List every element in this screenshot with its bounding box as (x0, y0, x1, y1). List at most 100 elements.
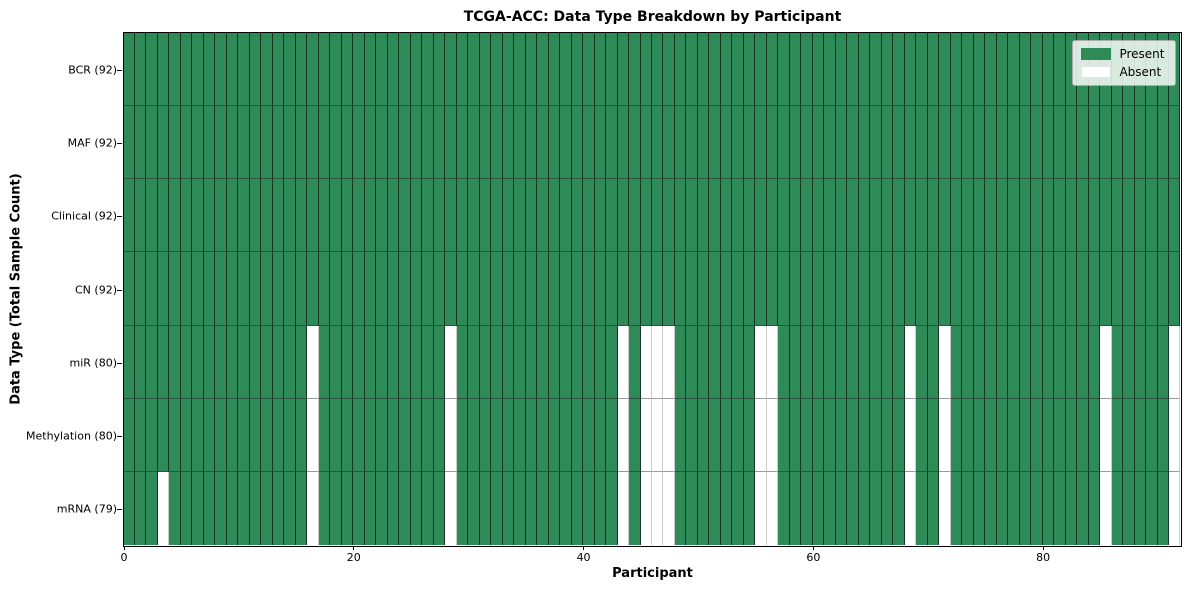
grid-cell (364, 32, 377, 106)
grid-cell (157, 105, 170, 180)
grid-cell (146, 179, 158, 253)
grid-cell (812, 179, 825, 253)
grid-cell (847, 252, 859, 326)
grid-cell (502, 252, 515, 326)
grid-cell (284, 105, 296, 180)
grid-cell (1123, 398, 1135, 473)
grid-cell (525, 105, 538, 180)
grid-cell (134, 252, 147, 326)
grid-cell (1146, 252, 1158, 326)
grid-cell (514, 32, 526, 106)
grid-cell (674, 325, 687, 399)
grid-cell (709, 398, 721, 473)
grid-cell (950, 472, 963, 546)
grid-cell (1077, 252, 1089, 326)
y-tick-label: Clinical (92) (51, 209, 117, 223)
grid-cell (1100, 325, 1112, 399)
grid-cell (858, 472, 871, 546)
grid-cell (755, 472, 767, 546)
grid-cell (353, 179, 365, 253)
grid-cell (410, 105, 423, 180)
grid-cell (904, 398, 917, 473)
y-tick-label: BCR (92) (68, 63, 117, 77)
grid-cell (962, 252, 974, 326)
grid-cell (399, 325, 411, 399)
grid-cell (640, 472, 652, 546)
grid-cell (215, 252, 227, 326)
grid-cell (548, 472, 561, 546)
grid-cell (697, 105, 710, 180)
grid-cell (651, 252, 664, 326)
grid-cell (996, 32, 1009, 106)
grid-cell (583, 32, 595, 106)
grid-cell (743, 398, 756, 473)
grid-cell (789, 325, 802, 399)
grid-cell (904, 179, 917, 253)
grid-cell (261, 398, 273, 473)
grid-cell (720, 325, 733, 399)
grid-cell (238, 472, 250, 546)
grid-cell (835, 325, 848, 399)
grid-cell (157, 252, 170, 326)
grid-row (123, 252, 1181, 326)
grid-cell (560, 398, 572, 473)
grid-cell (812, 325, 825, 399)
grid-cell (1054, 325, 1066, 399)
grid-cell (720, 105, 733, 180)
grid-cell (169, 252, 181, 326)
grid-cell (192, 472, 204, 546)
x-tick-label: 40 (576, 551, 591, 564)
grid-cell (1042, 179, 1055, 253)
plot-area: Present Absent (122, 31, 1182, 547)
grid-cell (157, 472, 170, 546)
grid-cell (479, 325, 492, 399)
grid-cell (479, 252, 492, 326)
grid-cell (445, 105, 457, 180)
grid-cell (272, 32, 285, 106)
grid-cell (697, 179, 710, 253)
grid-cell (1008, 252, 1020, 326)
grid-cell (743, 252, 756, 326)
grid-cell (629, 179, 641, 253)
grid-cell (801, 252, 813, 326)
grid-cell (686, 398, 698, 473)
grid-cell (824, 179, 836, 253)
grid-cell (1019, 105, 1032, 180)
grid-cell (364, 179, 377, 253)
grid-cell (606, 252, 618, 326)
grid-cell (341, 105, 354, 180)
grid-cell (387, 398, 400, 473)
grid-cell (881, 179, 894, 253)
grid-cell (560, 179, 572, 253)
grid-cell (743, 472, 756, 546)
grid-cell (1157, 398, 1169, 473)
grid-cell (778, 32, 790, 106)
grid-cell (376, 32, 388, 106)
grid-cell (571, 179, 584, 253)
grid-cell (134, 179, 147, 253)
grid-cell (456, 252, 469, 326)
grid-cell (433, 472, 446, 546)
grid-cell (835, 252, 848, 326)
grid-cell (870, 252, 882, 326)
grid-cell (950, 252, 963, 326)
grid-cell (824, 252, 836, 326)
grid-cell (192, 105, 204, 180)
grid-cell (479, 32, 492, 106)
grid-cell (1169, 252, 1181, 326)
grid-cell (399, 105, 411, 180)
grid-cell (1146, 325, 1158, 399)
grid-cell (284, 252, 296, 326)
grid-cell (755, 252, 767, 326)
grid-cell (893, 105, 905, 180)
grid-cell (743, 32, 756, 106)
grid-cell (1134, 105, 1147, 180)
grid-cell (950, 325, 963, 399)
grid-cell (1065, 252, 1078, 326)
grid-cell (1123, 179, 1135, 253)
grid-cell (870, 472, 882, 546)
grid-cell (985, 398, 997, 473)
grid-cell (594, 179, 607, 253)
grid-cell (307, 179, 319, 253)
grid-cell (491, 398, 503, 473)
